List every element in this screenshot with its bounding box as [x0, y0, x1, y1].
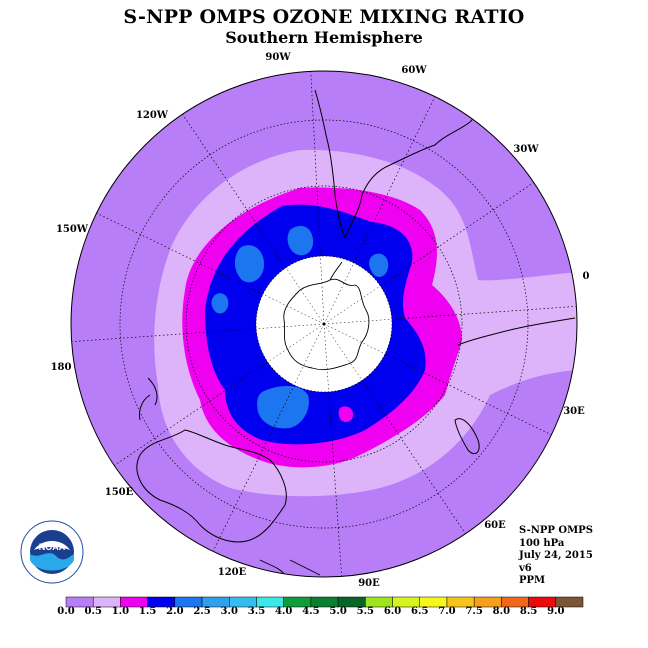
antarctic-peninsula: [329, 261, 343, 281]
meridian-line-inner: [323, 285, 381, 325]
colorbar-label: 3.5: [247, 606, 266, 617]
meridian-line-inner: [323, 262, 355, 325]
meridian-line: [361, 380, 466, 534]
latitude-ring-mid: [185, 185, 463, 463]
info-date: July 24, 2015: [519, 550, 593, 561]
colorbar-label: 5.0: [329, 606, 347, 617]
band-2.0-2.5-patch-1: [287, 225, 314, 256]
meridian-line: [384, 353, 552, 436]
band-2.0-2.5-patch-6: [338, 406, 354, 423]
band-2.0-2.5-patch-4: [211, 293, 229, 314]
antarctica-coastline: [283, 278, 370, 371]
lon-label-0: 0: [583, 271, 590, 282]
colorbar-label: 8.0: [492, 606, 511, 617]
meridian-line-inner: [267, 323, 325, 363]
meridian-line-inner: [323, 323, 363, 381]
latitude-ring-inner: [255, 255, 393, 393]
lon-label-30e: 30E: [563, 406, 585, 417]
colorbar-swatch: [555, 596, 584, 608]
meridian-line: [114, 361, 268, 466]
band-2.0-2.5-patch-2: [234, 245, 265, 283]
lon-label-90e: 90E: [358, 578, 380, 589]
madagascar-coastline: [454, 418, 480, 455]
meridian-line-inner: [256, 323, 325, 329]
colorbar-label: 7.0: [438, 606, 456, 617]
meridian-line: [96, 212, 264, 295]
colorbar-label: 8.5: [519, 606, 538, 617]
meridian-line-inner: [323, 323, 329, 392]
info-instrument: S-NPP OMPS: [519, 525, 593, 536]
meridian-line-inner: [293, 323, 325, 386]
lon-label-90w: 90W: [265, 52, 291, 63]
info-units: PPM: [519, 575, 546, 586]
australia-coastline: [136, 429, 287, 543]
lon-label-150w: 150W: [56, 224, 89, 235]
band-2.0-2.5-patch-3: [369, 253, 389, 277]
new-zealand-coastline: [139, 377, 158, 421]
colorbar-label: 9.0: [547, 606, 565, 617]
meridian-line: [328, 391, 342, 577]
map-title: S-NPP OMPS OZONE MIXING RATIO: [123, 6, 525, 28]
lon-label-60w: 60W: [401, 65, 427, 76]
meridian-line-inner: [285, 267, 325, 325]
colorbar-label: 5.5: [356, 606, 375, 617]
colorbar-label: 0.5: [84, 606, 102, 617]
lon-label-120w: 120W: [136, 110, 169, 121]
south-pole-dot: [322, 322, 326, 326]
colorbar-label: 6.0: [383, 606, 402, 617]
meridian-line: [71, 328, 257, 342]
colorbar-label: 6.5: [411, 606, 429, 617]
colorbar-label: 4.0: [274, 606, 293, 617]
info-panel: S-NPP OMPS 100 hPa July 24, 2015 v6 PPM: [519, 525, 593, 588]
colorbar-label: 2.5: [193, 606, 211, 617]
map-boundary: [70, 70, 578, 578]
lon-label-120e: 120E: [218, 567, 247, 578]
colorbar-label: 4.5: [302, 606, 320, 617]
africa-coastline: [457, 317, 576, 346]
colorbar-label: 7.5: [465, 606, 483, 617]
latitude-ring-outer: [119, 119, 529, 529]
map-subtitle: Southern Hemisphere: [225, 28, 423, 47]
noaa-logo: NOAA: [20, 520, 84, 584]
meridian-line: [353, 96, 436, 264]
meridian-line: [182, 114, 287, 268]
meridian-line: [310, 71, 321, 257]
lon-label-180: 180: [51, 362, 72, 373]
colorbar-label: 1.5: [138, 606, 157, 617]
lon-label-150e: 150E: [105, 487, 134, 498]
lon-label-60e: 60E: [484, 520, 506, 531]
info-version: v6: [519, 562, 532, 574]
svg-text:NOAA: NOAA: [39, 542, 66, 552]
colorbar-label: 3.0: [220, 606, 238, 617]
lon-label-30w: 30W: [513, 144, 539, 155]
meridian-line: [380, 182, 534, 287]
meridian-line: [391, 306, 577, 320]
south-america-coastline-west: [314, 89, 346, 239]
colorbar-labels: 0.0 0.5 1.0 1.5 2.0 2.5 3.0 3.5 4.0 4.5 5.0 5.5 6.0 6…: [0, 606, 648, 620]
meridian-line-inner: [320, 256, 325, 325]
meridian-line: [212, 384, 295, 552]
colorbar-label: 2.0: [166, 606, 184, 617]
info-level: 100 hPa: [519, 537, 565, 549]
meridian-line-inner: [323, 323, 386, 355]
meridian-line-inner: [323, 319, 392, 325]
colorbar: [65, 596, 584, 608]
colorbar-label: 0.0: [57, 606, 75, 617]
band-2.0-2.5-patch-5: [257, 386, 309, 429]
meridian-line-inner: [262, 293, 325, 325]
colorbar-label: 1.0: [111, 606, 130, 617]
